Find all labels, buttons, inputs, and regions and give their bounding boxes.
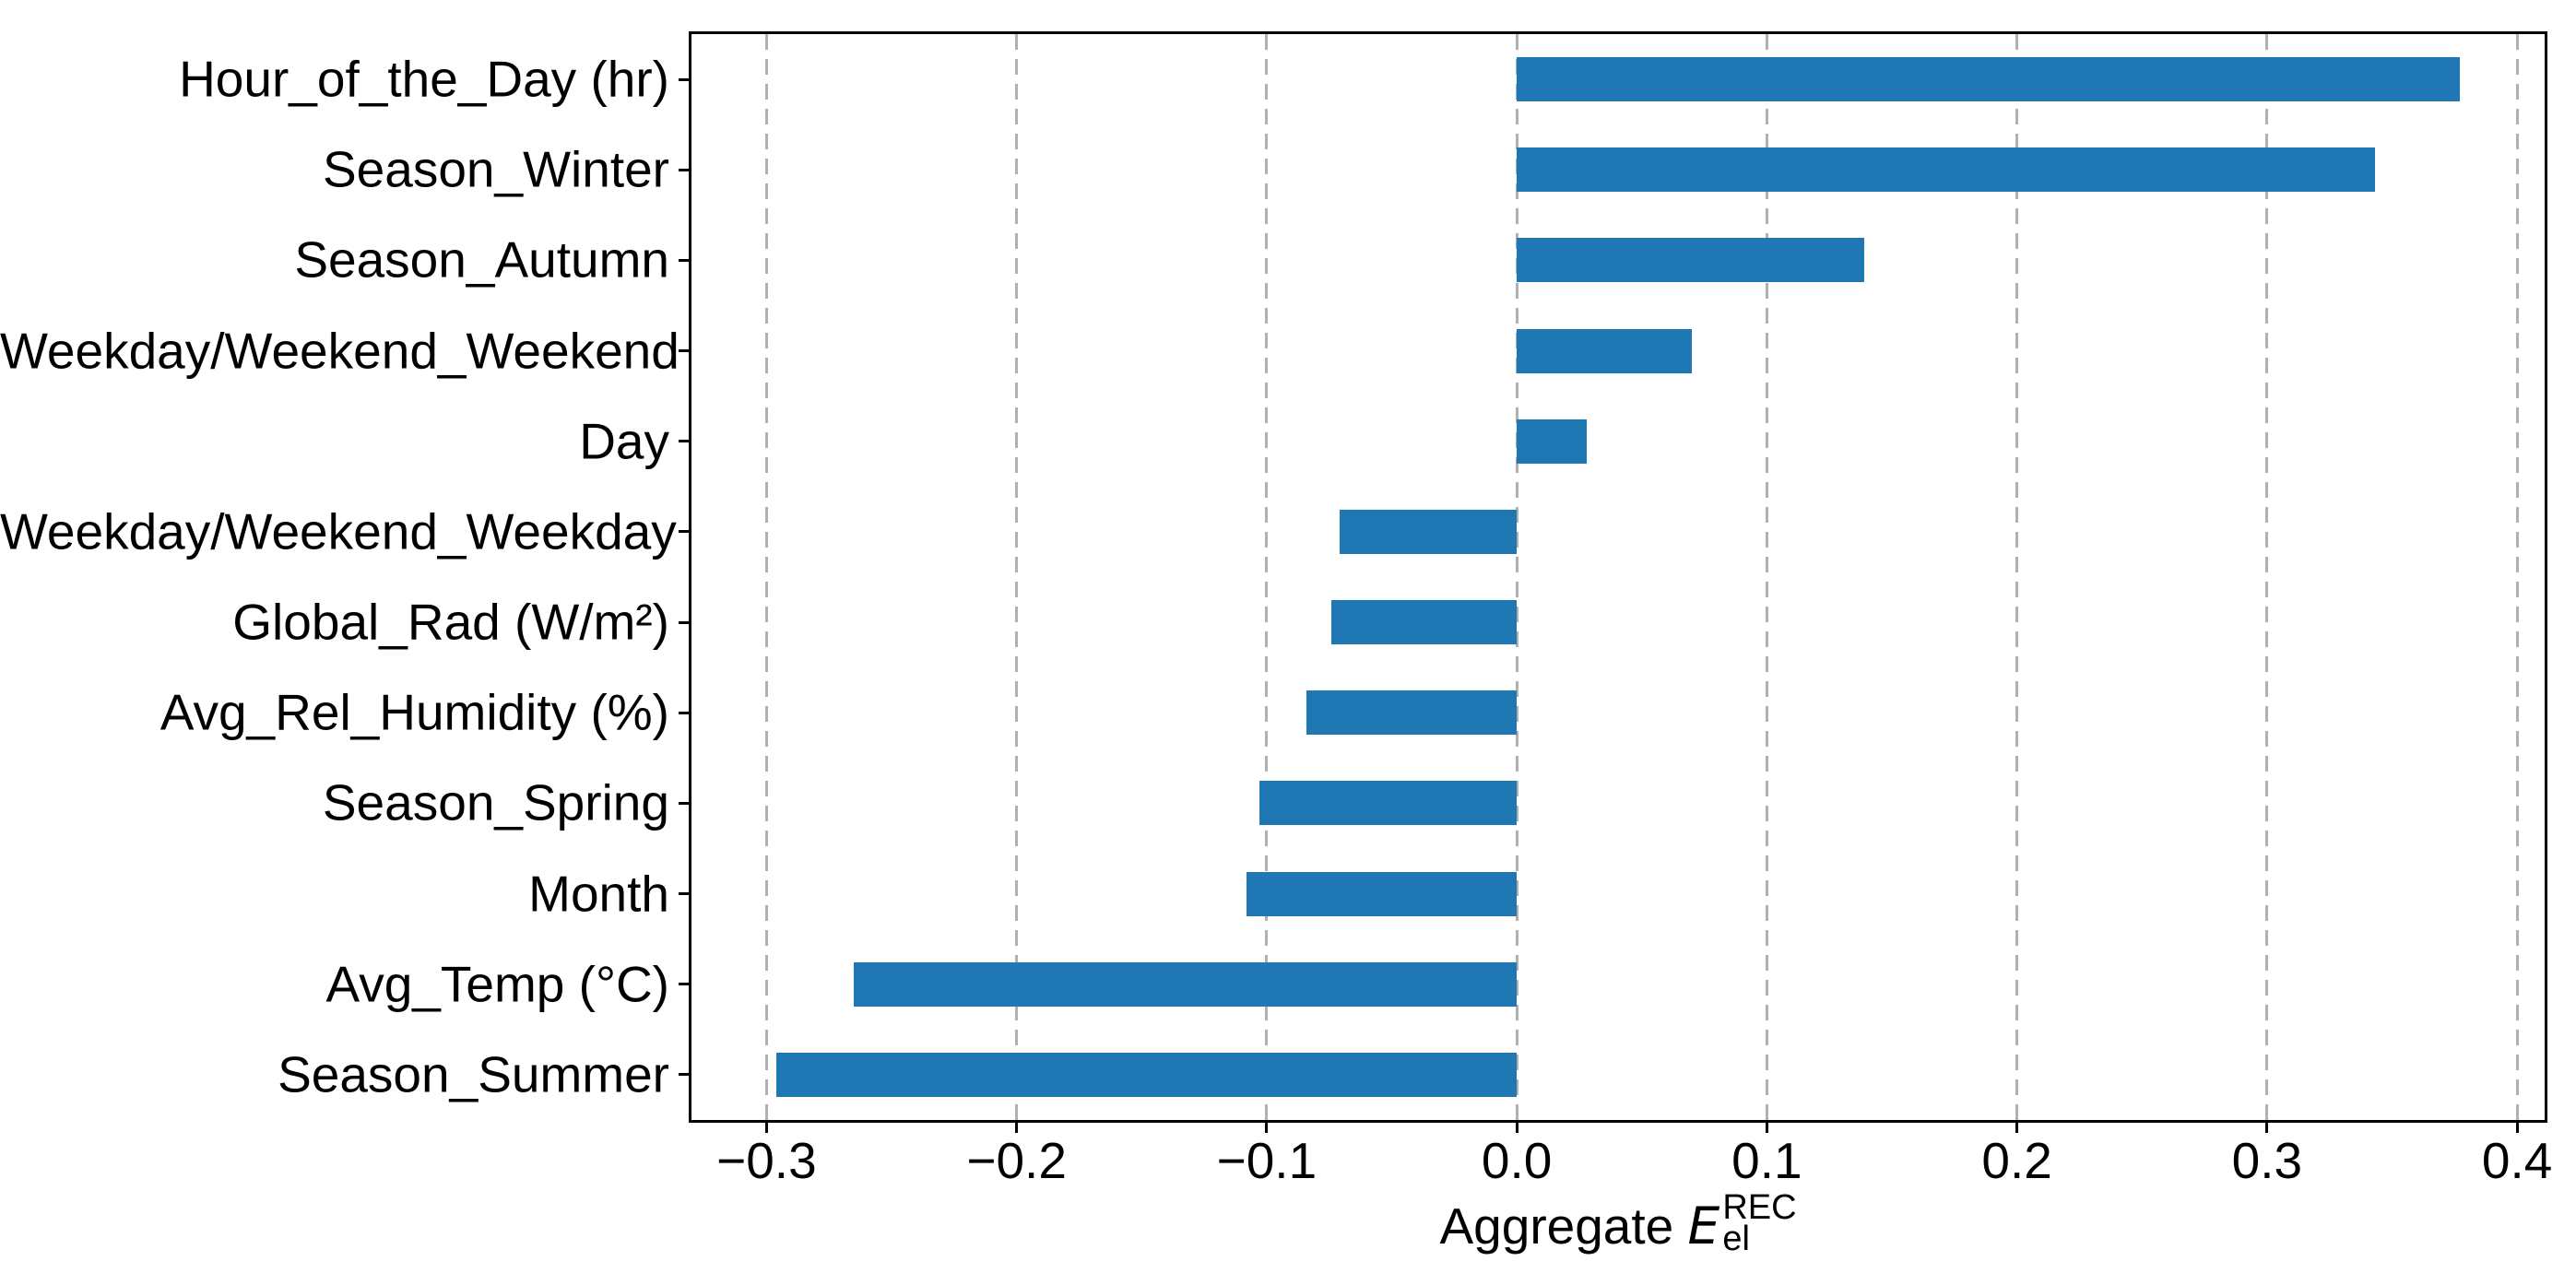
y-tick-label: Season_Autumn bbox=[294, 230, 669, 289]
x-axis-label-prefix: Aggregate bbox=[1439, 1197, 1688, 1255]
bar-0 bbox=[1517, 57, 2460, 102]
y-tick-mark bbox=[679, 801, 691, 805]
x-tick-mark bbox=[1515, 1120, 1518, 1133]
x-axis-label-superscript: REC bbox=[1722, 1188, 1797, 1228]
gridline bbox=[2015, 34, 2019, 1120]
gridline bbox=[2515, 34, 2519, 1120]
x-axis-label-symbol: E bbox=[1687, 1196, 1720, 1255]
y-tick-mark bbox=[679, 77, 691, 81]
y-tick-label: Hour_of_the_Day (hr) bbox=[179, 50, 669, 108]
y-tick-mark bbox=[679, 1073, 691, 1077]
bar-1 bbox=[1517, 147, 2375, 193]
y-tick-label: Weekday/Weekend_Weekday bbox=[0, 502, 677, 560]
y-tick-mark bbox=[679, 168, 691, 171]
y-tick-label: Season_Winter bbox=[322, 140, 669, 198]
bar-3 bbox=[1517, 328, 1693, 373]
x-tick-label: −0.3 bbox=[716, 1132, 817, 1189]
x-tick-mark bbox=[1265, 1120, 1269, 1133]
bar-10 bbox=[854, 961, 1518, 1007]
x-tick-mark bbox=[764, 1120, 768, 1133]
gridline bbox=[1515, 34, 1518, 1120]
y-tick-mark bbox=[679, 440, 691, 443]
y-tick-mark bbox=[679, 258, 691, 262]
x-tick-mark bbox=[1765, 1120, 1768, 1133]
x-axis-label: Aggregate E REC el bbox=[1439, 1190, 1796, 1262]
x-tick-label: 0.2 bbox=[1981, 1132, 2052, 1189]
bar-4 bbox=[1517, 418, 1588, 464]
plot-area bbox=[689, 31, 2547, 1123]
y-tick-mark bbox=[679, 620, 691, 624]
gridline bbox=[1265, 34, 1269, 1120]
x-tick-label: 0.3 bbox=[2231, 1132, 2303, 1189]
x-tick-label: −0.2 bbox=[966, 1132, 1067, 1189]
x-tick-label: −0.1 bbox=[1216, 1132, 1318, 1189]
gridline bbox=[2265, 34, 2269, 1120]
bar-7 bbox=[1306, 690, 1518, 736]
x-axis-label-scripts: REC el bbox=[1722, 1188, 1797, 1259]
bar-5 bbox=[1339, 509, 1518, 554]
bar-8 bbox=[1258, 781, 1518, 826]
x-tick-label: 0.1 bbox=[1731, 1132, 1802, 1189]
y-tick-label: Month bbox=[528, 865, 669, 923]
x-axis-label-subscript: el bbox=[1722, 1220, 1750, 1259]
y-tick-mark bbox=[679, 349, 691, 353]
bar-2 bbox=[1517, 238, 1865, 283]
y-tick-label: Season_Summer bbox=[278, 1045, 669, 1103]
y-tick-label: Day bbox=[579, 412, 669, 470]
y-tick-label: Avg_Temp (°C) bbox=[325, 955, 670, 1013]
x-tick-mark bbox=[1015, 1120, 1019, 1133]
y-tick-mark bbox=[679, 892, 691, 896]
x-tick-mark bbox=[2265, 1120, 2269, 1133]
y-tick-label: Season_Spring bbox=[322, 773, 669, 831]
gridline bbox=[1765, 34, 1768, 1120]
bar-6 bbox=[1331, 600, 1518, 645]
y-tick-mark bbox=[679, 711, 691, 714]
gridline bbox=[1015, 34, 1019, 1120]
x-tick-mark bbox=[2015, 1120, 2019, 1133]
y-tick-mark bbox=[679, 530, 691, 534]
x-tick-label: 0.0 bbox=[1481, 1132, 1553, 1189]
gridline bbox=[764, 34, 768, 1120]
x-tick-label: 0.4 bbox=[2481, 1132, 2553, 1189]
y-tick-label: Global_Rad (W/m²) bbox=[232, 593, 669, 651]
y-tick-label: Weekday/Weekend_Weekend bbox=[0, 322, 679, 380]
y-tick-mark bbox=[679, 983, 691, 986]
x-tick-mark bbox=[2515, 1120, 2519, 1133]
y-tick-label: Avg_Rel_Humidity (%) bbox=[160, 683, 669, 741]
bar-11 bbox=[776, 1052, 1518, 1097]
bar-9 bbox=[1247, 871, 1518, 916]
